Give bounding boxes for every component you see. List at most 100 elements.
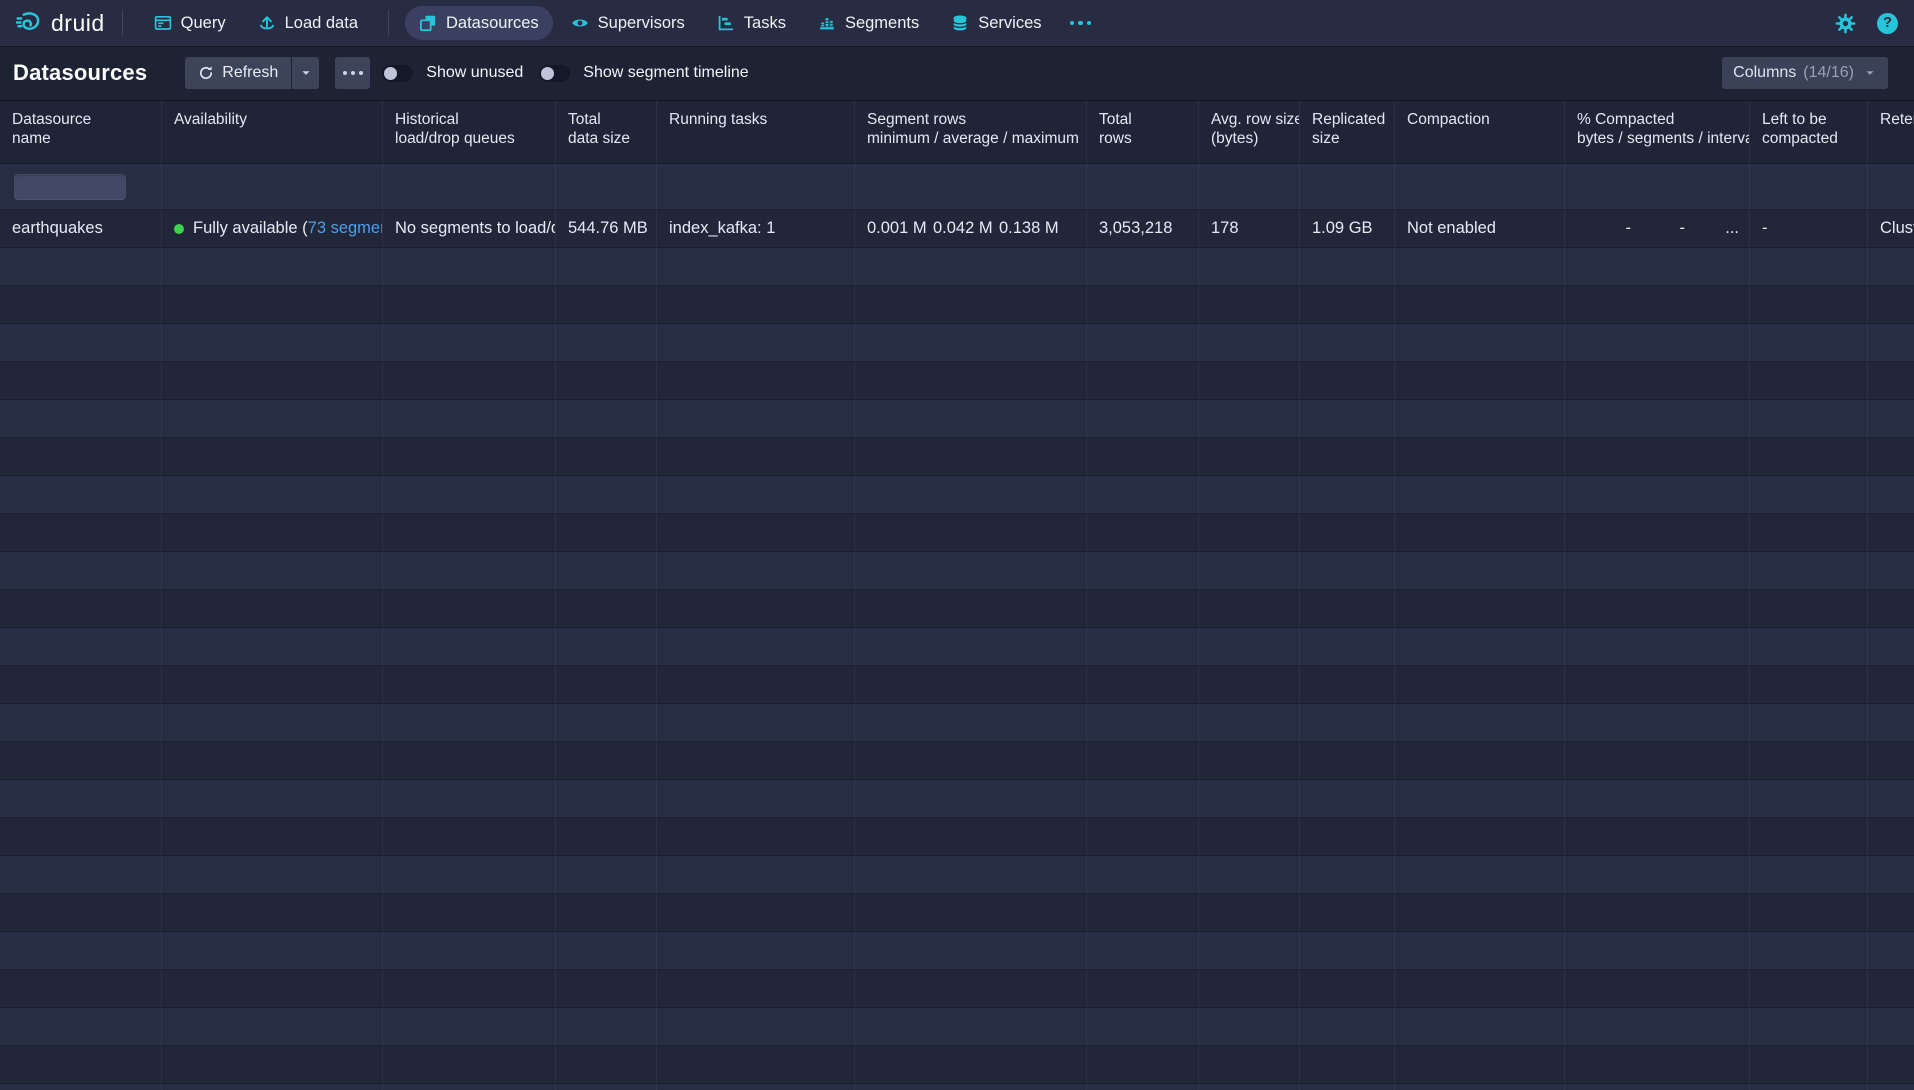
empty-cell <box>0 742 162 779</box>
datasource-name-filter-input[interactable] <box>14 174 126 200</box>
help-icon[interactable]: ? <box>1877 12 1898 34</box>
empty-cell <box>1750 932 1868 969</box>
empty-cell <box>162 324 383 361</box>
refresh-interval-caret-button[interactable] <box>292 57 320 89</box>
show-unused-label: Show unused <box>426 64 524 81</box>
table-row-empty <box>0 894 1914 932</box>
column-header-availability[interactable]: Availability <box>162 101 383 163</box>
cell-replicated-size: 1.09 GB <box>1300 210 1395 247</box>
empty-cell <box>1565 438 1750 475</box>
segment-rows-max: 0.138 M <box>999 219 1059 237</box>
empty-cell <box>0 704 162 741</box>
empty-cell <box>1565 1084 1750 1090</box>
empty-cell <box>1087 438 1199 475</box>
filter-cell <box>1395 164 1565 209</box>
empty-cell <box>0 552 162 589</box>
nav-item-label: Load data <box>284 13 358 32</box>
gear-icon[interactable] <box>1835 13 1856 34</box>
empty-cell <box>1868 590 1914 627</box>
column-header-total-rows[interactable]: Total rows <box>1087 101 1199 163</box>
empty-cell <box>383 666 556 703</box>
table-row-empty <box>0 1046 1914 1084</box>
empty-cell <box>1300 362 1395 399</box>
cell-left-to-be-compacted: - <box>1750 210 1868 247</box>
nav-item-query[interactable]: Query <box>140 6 240 40</box>
empty-cell <box>1087 552 1199 589</box>
column-header-pct-compacted[interactable]: % Compacted bytes / segments / intervals <box>1565 101 1750 163</box>
column-header-segment-rows[interactable]: Segment rows minimum / average / maximum <box>855 101 1087 163</box>
empty-cell <box>383 856 556 893</box>
refresh-button[interactable]: Refresh <box>185 57 292 89</box>
empty-cell <box>383 590 556 627</box>
cell-retention[interactable]: Cluster default: loadForever <box>1868 210 1914 247</box>
availability-text: Fully available ( <box>193 219 308 237</box>
empty-cell <box>1300 932 1395 969</box>
cell-compaction: Not enabled <box>1395 210 1565 247</box>
empty-cell <box>1565 628 1750 665</box>
query-icon <box>154 15 171 30</box>
nav-item-tasks[interactable]: Tasks <box>703 6 800 40</box>
empty-cell <box>1750 248 1868 285</box>
empty-cell <box>1199 362 1300 399</box>
column-header-left-to-be-compacted[interactable]: Left to be compacted <box>1750 101 1868 163</box>
toolbar-more-button[interactable] <box>335 57 371 89</box>
empty-cell <box>1565 894 1750 931</box>
empty-cell <box>1199 856 1300 893</box>
empty-cell <box>0 970 162 1007</box>
segments-count-link[interactable]: 73 segments <box>307 219 382 237</box>
empty-cell <box>1395 324 1565 361</box>
empty-cell <box>1565 970 1750 1007</box>
empty-cell <box>855 932 1087 969</box>
column-header-total-data-size[interactable]: Total data size <box>556 101 657 163</box>
empty-cell <box>1199 628 1300 665</box>
table-row-empty <box>0 286 1914 324</box>
empty-cell <box>1868 856 1914 893</box>
nav-item-segments[interactable]: Segments <box>804 6 933 40</box>
empty-cell <box>383 818 556 855</box>
empty-cell <box>556 780 657 817</box>
table-row-empty <box>0 628 1914 666</box>
empty-cell <box>383 780 556 817</box>
empty-cell <box>1750 970 1868 1007</box>
table-row-empty <box>0 552 1914 590</box>
empty-cell <box>1750 514 1868 551</box>
nav-item-services[interactable]: Services <box>937 6 1055 40</box>
druid-logo[interactable]: druid <box>16 10 105 37</box>
show-segment-timeline-toggle[interactable] <box>539 64 571 82</box>
column-header-historical-queues[interactable]: Historical load/drop queues <box>383 101 556 163</box>
column-header-retention[interactable]: Retention <box>1868 101 1914 163</box>
nav-item-datasources[interactable]: Datasources <box>405 6 553 40</box>
nav-more-button[interactable] <box>1060 6 1102 40</box>
empty-cell <box>855 666 1087 703</box>
empty-cell <box>1199 1008 1300 1045</box>
table-row-empty <box>0 780 1914 818</box>
empty-cell <box>1300 704 1395 741</box>
empty-cell <box>657 362 855 399</box>
empty-cell <box>162 704 383 741</box>
columns-button[interactable]: Columns (14/16) <box>1722 57 1888 89</box>
column-header-avg-row-size[interactable]: Avg. row size (bytes) <box>1199 101 1300 163</box>
empty-cell <box>556 970 657 1007</box>
show-unused-toggle[interactable] <box>382 64 414 82</box>
column-header-compaction[interactable]: Compaction <box>1395 101 1565 163</box>
empty-cell <box>162 894 383 931</box>
cell-total-data-size: 544.76 MB <box>556 210 657 247</box>
empty-cell <box>1565 590 1750 627</box>
empty-cell <box>1395 1084 1565 1090</box>
nav-item-supervisors[interactable]: Supervisors <box>557 6 699 40</box>
empty-cell <box>657 628 855 665</box>
pct-segments: - <box>1679 219 1686 237</box>
column-header-running-tasks[interactable]: Running tasks <box>657 101 855 163</box>
table-row-empty <box>0 438 1914 476</box>
nav-item-load-data[interactable]: Load data <box>244 6 372 40</box>
empty-cell <box>1199 476 1300 513</box>
empty-cell <box>1087 1046 1199 1083</box>
empty-cell <box>1565 286 1750 323</box>
empty-cell <box>1300 1008 1395 1045</box>
empty-cell <box>0 818 162 855</box>
column-header-replicated-size[interactable]: Replicated size <box>1300 101 1395 163</box>
empty-cell <box>855 590 1087 627</box>
column-header-datasource-name[interactable]: Datasource name <box>0 101 162 163</box>
empty-cell <box>1300 666 1395 703</box>
load-data-icon <box>259 16 274 30</box>
